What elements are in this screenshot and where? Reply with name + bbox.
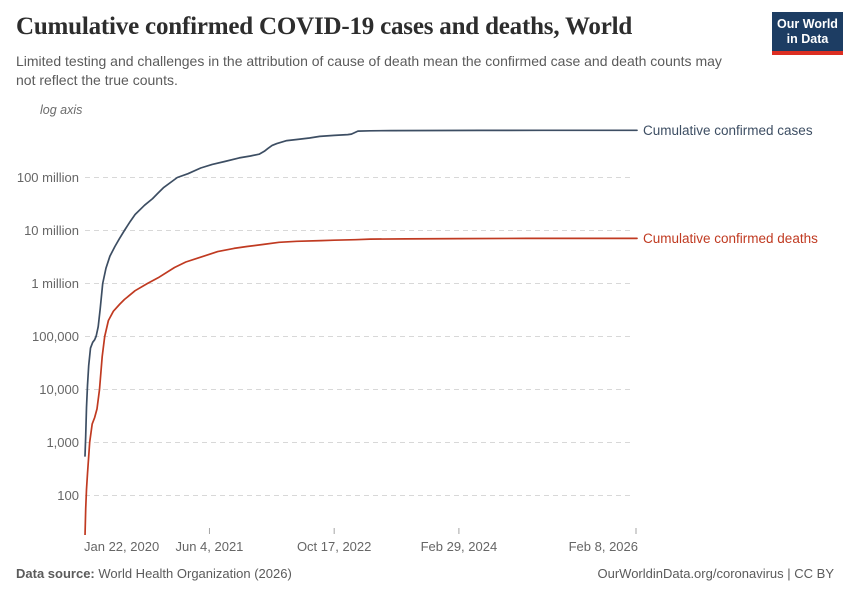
y-tick-label: 1 million (31, 275, 79, 291)
x-tick-label: Feb 29, 2024 (420, 539, 498, 554)
y-tick-label: 10,000 (39, 381, 79, 397)
series-label-deaths: Cumulative confirmed deaths (643, 230, 818, 246)
chart-title: Cumulative confirmed COVID-19 cases and … (16, 13, 633, 40)
log-axis-note: log axis (40, 103, 83, 117)
gridlines (85, 177, 633, 496)
y-tick-label: 100 million (16, 169, 79, 185)
owid-logo-line2: in Data (786, 32, 829, 46)
y-tick-label: 100 (57, 487, 79, 503)
x-axis-ticks (84, 528, 637, 534)
x-tick-label: Jan 22, 2020 (84, 539, 160, 554)
license-link[interactable]: OurWorldinData.org/coronavirus | CC BY (597, 566, 834, 581)
series-line (84, 237, 638, 535)
owid-logo[interactable]: Our World in Data (772, 12, 843, 55)
y-tick-label: 1,000 (46, 434, 79, 450)
x-tick-label: Feb 8, 2026 (568, 539, 638, 554)
owid-logo-line1: Our World (777, 17, 838, 31)
y-tick-label: 10 million (24, 222, 79, 238)
data-source-text: World Health Organization (2026) (94, 566, 292, 581)
data-source: Data source: World Health Organization (… (16, 566, 292, 581)
series-line (84, 129, 638, 457)
chart-subtitle: Limited testing and challenges in the at… (16, 53, 722, 88)
series-lines (84, 129, 638, 535)
y-tick-label: 100,000 (32, 328, 79, 344)
chart-footer: Data source: World Health Organization (… (16, 566, 834, 581)
x-tick-label: Jun 4, 2021 (175, 539, 244, 554)
series-label-cases: Cumulative confirmed cases (643, 122, 813, 138)
x-tick-label: Oct 17, 2022 (296, 539, 372, 554)
data-source-label: Data source: (16, 566, 95, 581)
